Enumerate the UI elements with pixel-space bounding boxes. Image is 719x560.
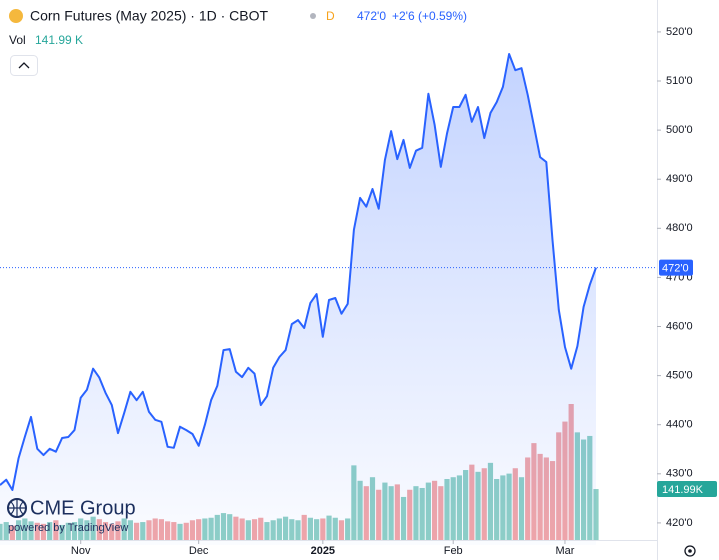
brand-name: CME Group	[30, 497, 136, 519]
last-price: 472'0	[357, 9, 386, 23]
price-change: +2'6 (+0.59%)	[392, 9, 467, 23]
y-tick-label: 520'0	[666, 26, 693, 38]
last-price-badge	[659, 259, 693, 276]
chart-title: Corn Futures (May 2025) · 1D · CBOT	[30, 8, 269, 24]
y-tick-label: 450'0	[666, 370, 693, 382]
last-price-badge-label: 472'0	[662, 262, 689, 274]
powered-by: powered by TradingView	[8, 522, 128, 534]
y-tick-label: 420'0	[666, 517, 693, 529]
y-tick-label: 490'0	[666, 173, 693, 185]
volume-badge-label: 141.99K	[662, 484, 704, 496]
settings-icon[interactable]	[684, 545, 696, 557]
interval-badge: D	[326, 9, 335, 23]
x-tick-label: Feb	[444, 545, 463, 557]
y-tick-label: 500'0	[666, 124, 693, 136]
volume-legend-value: 141.99 K	[35, 33, 83, 47]
y-tick-label: 430'0	[666, 468, 693, 480]
y-tick-label: 480'0	[666, 222, 693, 234]
price-area	[0, 54, 596, 545]
collapse-icon	[18, 62, 30, 69]
volume-badge	[657, 481, 717, 498]
symbol-icon	[9, 9, 23, 23]
brand-globe-lines	[8, 499, 26, 517]
y-tick-label: 460'0	[666, 320, 693, 332]
volume-legend-name: Vol	[9, 33, 26, 47]
x-tick-label: 2025	[311, 545, 335, 557]
settings-icon-dot	[688, 549, 692, 553]
price-line	[0, 53, 597, 491]
y-tick-label: 510'0	[666, 75, 693, 87]
plot-area	[0, 53, 599, 545]
x-tick-label: Dec	[189, 545, 209, 557]
y-tick-label: 440'0	[666, 419, 693, 431]
x-tick-label: Mar	[555, 545, 574, 557]
collapse-button[interactable]	[10, 55, 38, 76]
x-tick-label: Nov	[71, 545, 91, 557]
status-dot	[310, 13, 316, 19]
